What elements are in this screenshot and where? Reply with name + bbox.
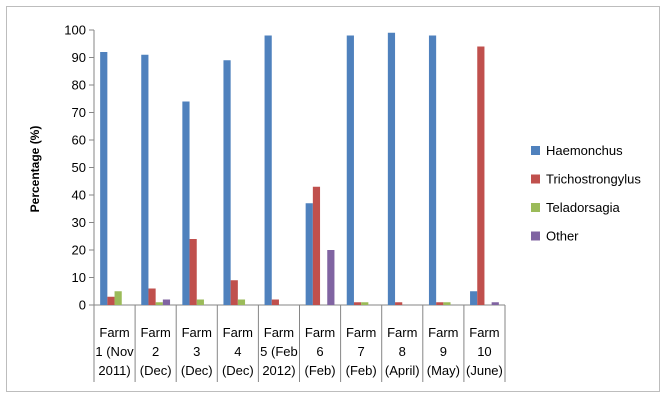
y-tick-label: 100 [64,23,86,38]
bar-trichostrongylus [353,302,362,305]
bar-trichostrongylus [312,186,321,305]
y-axis-label: Percentage (%) [28,126,42,213]
bar-teladorsagia [155,302,163,305]
bar-trichostrongylus [148,288,156,305]
bar-haemonchus [428,35,437,305]
bars [100,32,499,305]
bar-other [491,302,499,305]
bar-haemonchus [387,32,396,305]
x-tick-label: Farm 3 (Dec) [181,325,213,378]
legend-swatch [531,174,540,184]
bar-haemonchus [305,203,313,305]
bar-teladorsagia [237,299,246,305]
legend: Haemonchus Trichostrongylus Teladorsagia Ot… [531,143,641,244]
legend-swatch [531,203,540,212]
bar-trichostrongylus [189,239,197,305]
legend-swatch [531,231,540,241]
bar-trichostrongylus [230,280,238,305]
legend-label: Haemonchus [546,143,623,158]
y-tick-label: 70 [72,105,86,120]
legend-swatch [531,146,540,155]
x-tick-label: Farm 6 (Feb) [305,325,336,378]
bar-haemonchus [100,52,108,305]
bar-teladorsagia [361,302,369,305]
category-labels: Farm 1 (Nov 2011)Farm 2 (Dec) Farm 3 (Dec) Farm 4… [95,325,502,378]
legend-label: Other [546,229,579,244]
bar-haemonchus [182,101,190,305]
x-tick-label: Farm 4 (Dec) [222,325,254,378]
chart-frame: 0 10 20 30 40 50 60 70 80 90 100 Farm 1 (Nov 2011) Fa… [6,6,660,392]
y-tick-label: 10 [72,270,86,285]
legend-label: Trichostrongylus [546,172,641,187]
y-tick-label: 80 [72,78,86,93]
y-tick-label: 90 [72,50,86,65]
bar-trichostrongylus [395,302,403,305]
x-tick-label: Farm 2 (Dec) [140,325,172,378]
bar-trichostrongylus [271,299,279,305]
y-tick-label: 30 [72,215,86,230]
bar-teladorsagia [114,291,122,305]
x-tick-label: Farm 9 (May) [427,325,460,378]
axes: 0 10 20 30 40 50 60 70 80 90 100 [64,23,506,382]
x-tick-label: Farm 8 (April) [385,325,420,378]
bar-haemonchus [346,35,354,305]
bar-teladorsagia [196,299,204,305]
bar-other [327,250,335,305]
bar-haemonchus [264,35,272,305]
x-tick-label: Farm 5 (Feb 2012) [260,325,298,378]
y-tick-label: 20 [72,243,86,258]
x-tick-label: Farm 10 (June) [466,325,503,378]
x-tick-label: Farm 1 (Nov 2011) [95,325,134,378]
y-tick-label: 50 [72,160,86,175]
x-tick-label: Farm 7 (Feb) [346,325,377,378]
bar-trichostrongylus [477,46,485,305]
bar-haemonchus [470,291,478,305]
bar-teladorsagia [443,302,451,305]
y-tick-label: 0 [79,298,86,313]
bar-trichostrongylus [107,296,115,305]
bar-other [162,299,171,305]
legend-label: Teladorsagia [546,200,620,215]
y-tick-label: 60 [72,133,86,148]
y-tick-label: 40 [72,188,86,203]
bar-haemonchus [223,60,231,305]
bar-trichostrongylus [436,302,444,305]
bar-haemonchus [141,54,149,305]
